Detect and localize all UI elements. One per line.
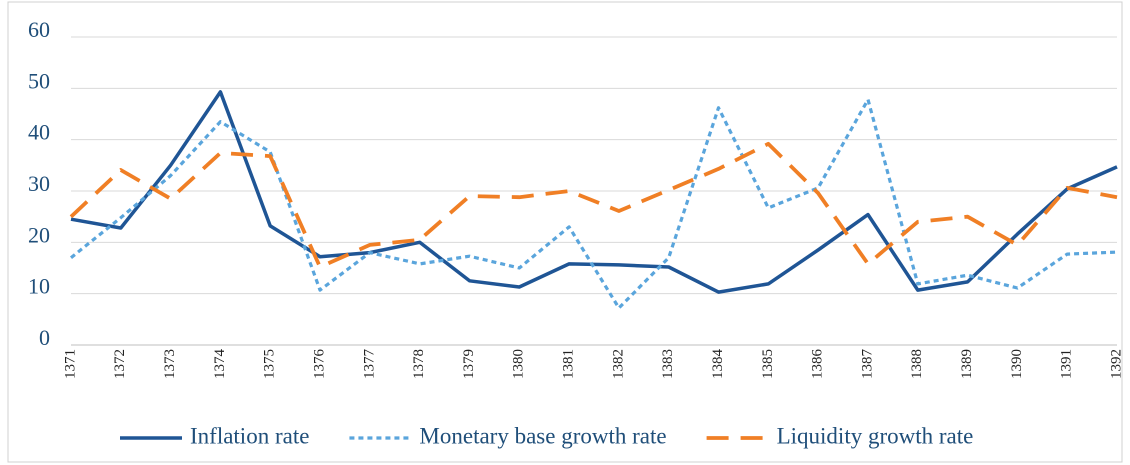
x-tick-label: 1389 bbox=[959, 349, 975, 379]
legend-label: Liquidity growth rate bbox=[777, 423, 974, 448]
x-tick-label: 1371 bbox=[62, 349, 78, 379]
x-tick-label: 1373 bbox=[162, 349, 178, 379]
chart-border bbox=[7, 1, 1123, 463]
x-tick-label: 1374 bbox=[212, 349, 228, 380]
x-tick-label: 1385 bbox=[760, 349, 776, 379]
x-tick-label: 1392 bbox=[1108, 349, 1124, 379]
x-tick-label: 1391 bbox=[1059, 349, 1075, 379]
x-tick-label: 1384 bbox=[710, 349, 726, 380]
x-tick-label: 1377 bbox=[361, 349, 377, 380]
x-tick-label: 1379 bbox=[461, 349, 477, 379]
legend-label: Inflation rate bbox=[190, 423, 309, 448]
series-line bbox=[69, 97, 1118, 310]
y-tick-label: 10 bbox=[28, 274, 50, 299]
series-line bbox=[69, 141, 1118, 269]
x-tick-label: 1381 bbox=[561, 349, 577, 379]
x-tick-label: 1390 bbox=[1009, 349, 1025, 379]
x-tick-label: 1372 bbox=[112, 349, 128, 379]
x-tick-label: 1382 bbox=[610, 349, 626, 379]
y-tick-label: 50 bbox=[28, 68, 50, 93]
x-tick-label: 1383 bbox=[660, 349, 676, 379]
y-tick-label: 20 bbox=[28, 222, 50, 247]
y-tick-label: 30 bbox=[28, 171, 50, 196]
x-tick-label: 1378 bbox=[411, 349, 427, 379]
x-tick-label: 1380 bbox=[511, 349, 527, 379]
legend-label: Monetary base growth rate bbox=[419, 423, 666, 448]
x-tick-label: 1387 bbox=[859, 349, 875, 380]
x-tick-label: 1376 bbox=[311, 349, 327, 380]
x-tick-label: 1388 bbox=[909, 349, 925, 379]
y-tick-label: 40 bbox=[28, 120, 50, 145]
y-tick-label: 0 bbox=[39, 325, 50, 350]
series-line bbox=[70, 90, 1118, 294]
x-tick-label: 1375 bbox=[262, 349, 278, 379]
x-tick-label: 1386 bbox=[810, 349, 826, 380]
y-tick-label: 60 bbox=[28, 17, 50, 42]
